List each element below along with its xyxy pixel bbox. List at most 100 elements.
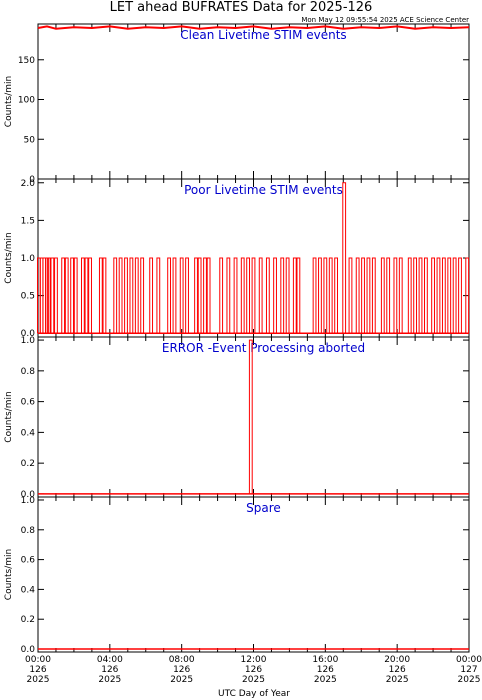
x-axis-label: UTC Day of Year: [218, 689, 290, 699]
series-spike: [98, 257, 103, 334]
series-spike: [54, 257, 58, 334]
series-spike: [179, 257, 184, 334]
panel-frame: [37, 23, 470, 180]
series-spike: [318, 257, 322, 334]
panel-1: 0 50 100 150 Counts/min Clean Livetime STIM e…: [4, 23, 470, 185]
series-spike: [458, 257, 462, 334]
series-spike: [452, 257, 457, 334]
series-spike: [424, 257, 428, 334]
y-tick-label: 0.0: [21, 490, 36, 500]
y-tick-label: 0.6: [21, 398, 36, 408]
x-tick-label-year: 2025: [98, 675, 121, 685]
x-tick-label-time: 12:00: [241, 655, 267, 665]
y-tick-label: 1.0: [21, 254, 36, 264]
y-tick-label: 150: [18, 56, 35, 66]
y-tick-label: 0.4: [21, 428, 36, 438]
series-spike: [265, 257, 270, 334]
x-tick-label-year: 2025: [314, 675, 337, 685]
series-spike: [348, 257, 353, 334]
panel-2: 0.0 0.5 1.0 1.5 2.0 Counts/min Poor Livetime S…: [4, 178, 470, 339]
y-axis-label: Counts/min: [4, 76, 14, 127]
series-spike: [355, 257, 360, 334]
series-spike: [206, 257, 211, 334]
series-spike: [102, 257, 107, 334]
panel-title: ERROR -Event Processing aborted: [162, 341, 365, 355]
chart-title: LET ahead BUFRATES Data for 2025-126: [110, 0, 373, 15]
x-tick-label-year: 2025: [242, 675, 265, 685]
series-spike: [361, 257, 365, 334]
x-tick-label-year: 2025: [386, 675, 409, 685]
series-spike: [285, 257, 290, 334]
panel-title: Clean Livetime STIM events: [180, 28, 346, 42]
y-tick-label: 0.0: [21, 645, 36, 655]
series-spike: [413, 257, 418, 334]
series-spike: [172, 257, 177, 334]
y-tick-label: 0.5: [21, 292, 35, 302]
panel-title: Poor Livetime STIM events: [184, 183, 343, 197]
y-tick-label: 1.0: [21, 336, 36, 346]
x-tick-label-time: 16:00: [312, 655, 338, 665]
x-tick-label-doy: 126: [173, 665, 190, 675]
series-spike: [113, 257, 118, 334]
series-spike: [140, 257, 145, 334]
x-tick-label-year: 2025: [170, 675, 193, 685]
series-spike: [328, 257, 333, 334]
panels: 0 50 100 150 Counts/min Clean Livetime STIM e…: [4, 23, 470, 655]
series-spike: [366, 257, 371, 334]
y-tick-label: 100: [18, 96, 35, 106]
x-tick-label-doy: 126: [245, 665, 262, 675]
x-tick-label-doy: 126: [389, 665, 406, 675]
x-tick-label-year: 2025: [27, 675, 50, 685]
x-tick-label-doy: 127: [460, 665, 477, 675]
series-spike: [386, 257, 391, 334]
generation-timestamp: Mon May 12 09:55:54 2025 ACE Science Cen…: [301, 16, 469, 24]
y-tick-label: 0.8: [21, 367, 36, 377]
series-spike: [70, 257, 75, 334]
series-spike: [398, 257, 403, 334]
series-spike: [149, 257, 154, 334]
panel-4: 0.0 0.2 0.4 0.6 0.8 1.0 Counts/min Spare: [4, 496, 470, 655]
series-spike: [203, 257, 207, 334]
series-spike: [129, 257, 134, 334]
series-spike: [185, 257, 189, 334]
series-spike: [226, 257, 231, 334]
y-tick-label: 0.8: [21, 526, 36, 536]
y-axis-label: Counts/min: [4, 391, 14, 442]
x-tick-label-time: 00:00: [456, 655, 482, 665]
panel-frame: [37, 496, 470, 653]
x-tick-label-time: 04:00: [97, 655, 123, 665]
panel-title: Spare: [246, 501, 281, 515]
x-tick-label-time: 00:00: [25, 655, 51, 665]
x-tick-label-time: 08:00: [169, 655, 195, 665]
series-line: [37, 25, 470, 30]
series-spike: [240, 257, 245, 334]
series-spike: [441, 257, 446, 334]
series-spike: [124, 257, 128, 334]
x-tick-label-doy: 126: [29, 665, 46, 675]
series-spike: [280, 257, 285, 334]
y-tick-label: 0.0: [21, 329, 36, 339]
series-spike: [167, 257, 171, 334]
y-tick-label: 0.2: [21, 459, 35, 469]
y-axis-label: Counts/min: [4, 549, 14, 600]
series-spike: [431, 257, 435, 334]
series-spike: [334, 257, 339, 334]
y-axis-label: Counts/min: [4, 232, 14, 283]
series-spike: [118, 257, 123, 334]
series-spike: [134, 257, 139, 334]
series-spike: [273, 257, 277, 334]
series-spike: [246, 257, 251, 334]
series-spike: [258, 257, 263, 334]
series-spike: [296, 257, 301, 334]
series-spike: [418, 257, 423, 334]
series-spike: [73, 257, 78, 334]
series-spike: [156, 257, 161, 334]
panel-frame: [37, 336, 470, 498]
series-spike: [248, 339, 253, 494]
series-spike: [50, 257, 55, 334]
series-spike: [380, 257, 385, 334]
series-spike: [88, 257, 92, 334]
y-tick-label: 50: [24, 135, 36, 145]
series-spike: [393, 257, 398, 334]
series-spike: [197, 257, 202, 334]
